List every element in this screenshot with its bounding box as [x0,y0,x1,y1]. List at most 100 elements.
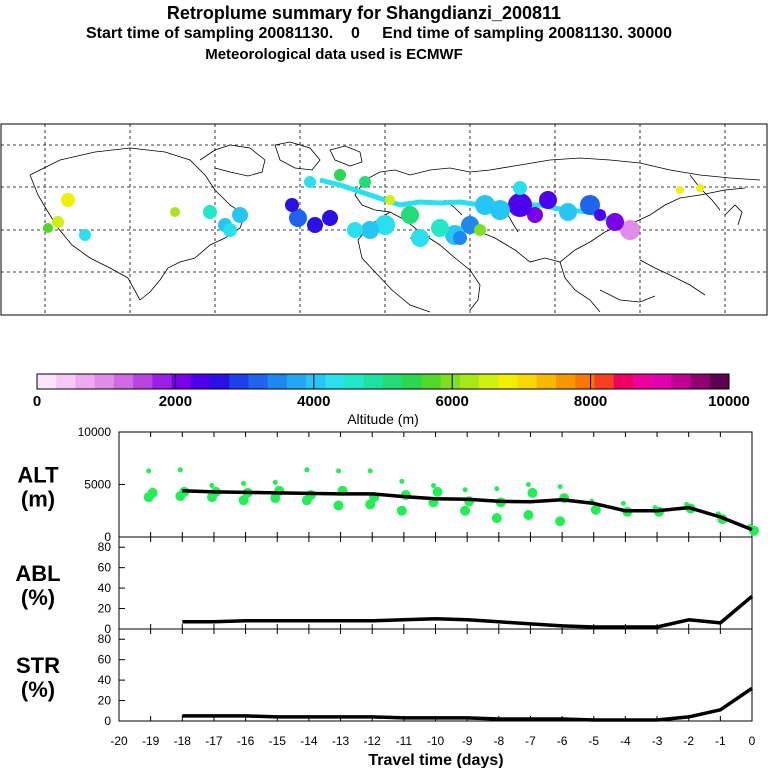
x-tick-label: -14 [300,734,318,748]
x-tick-label: -7 [525,734,536,748]
alt-scatter-point [206,492,217,503]
alt-scatter-point [590,504,601,515]
colorbar-swatch [402,374,422,389]
x-tick-label: -2 [683,734,694,748]
alt-scatter-point [494,486,500,492]
y-tick-label: 20 [98,602,112,616]
colorbar-swatch [536,374,557,389]
colorbar-tick-label: 6000 [436,393,469,410]
plume-marker [334,169,346,181]
panel-frame [118,628,753,722]
x-tick-label: -17 [205,734,223,748]
colorbar-tick-label: 2000 [159,393,192,410]
x-tick-label: -13 [332,734,350,748]
str_panel: 80 60 40 20 0 STR(%) [16,628,753,728]
plume-marker [676,186,684,194]
x-tick-label: -19 [142,734,160,748]
x-tick-label: -3 [652,734,663,748]
colorbar-swatch [286,374,307,389]
colorbar-swatch [56,374,76,389]
colorbar-swatch [37,374,57,389]
plume-marker [61,193,75,207]
plume-marker [322,210,338,226]
alt-scatter-point [336,468,342,474]
alt-scatter-point [399,478,405,484]
map-coastline [199,144,266,177]
plume-marker [539,191,557,209]
x-tick-label: -5 [588,734,599,748]
plume-marker [232,207,248,223]
x-tick-label: -8 [493,734,504,748]
map-coastline [354,157,761,196]
plume-marker [474,224,486,236]
colorbar-swatch [229,374,249,389]
colorbar-swatch [613,374,634,389]
plume-marker [401,206,419,224]
plume-marker [359,176,371,188]
plume-marker [304,176,316,188]
alt-scatter-point [272,479,278,485]
colorbar-swatch [421,374,441,389]
y-tick-label: 40 [98,581,112,595]
colorbar-label: Altitude (m) [347,411,419,427]
colorbar-swatch [652,374,672,389]
alt-scatter-point [241,480,247,486]
plume-marker [513,181,527,195]
colorbar-swatch [517,374,538,389]
colorbar-swatch [383,374,403,389]
plume-marker [347,222,363,238]
colorbar-swatch [671,374,691,389]
alt-scatter-point [396,505,407,516]
colorbar-swatch [152,374,172,389]
x-tick-label: -10 [427,734,445,748]
colorbar-swatch [363,374,384,389]
colorbar-swatch [75,374,95,389]
colorbar-tick-label: 8000 [574,393,607,410]
plume-marker [475,195,495,215]
y-tick-label: 10000 [78,425,112,439]
colorbar-swatch [709,374,730,389]
panel-label-top: ABL [15,561,60,586]
plume-marker [696,184,704,192]
colorbar-swatch [556,374,576,389]
y-tick-label: 60 [98,653,112,667]
alt-scatter-point [432,486,443,497]
x-tick-label: -6 [557,734,568,748]
y-tick-label: 60 [98,561,112,575]
map-coastline [639,259,706,296]
map-coastline [689,174,721,211]
plume-marker [79,229,91,241]
series-line [182,489,753,532]
y-tick-label: 80 [98,540,112,554]
panel-label-top: STR [16,653,60,678]
x-tick-label: -1 [715,734,726,748]
alt-scatter-point [333,500,344,511]
panel-label-bottom: (m) [21,487,55,512]
alt-scatter-point [460,505,471,516]
map-coastline [274,141,321,171]
map-grid [1,124,767,315]
colorbar-tick-label: 0 [33,393,41,410]
abl_panel: 80 60 40 20 0 ABL(%) [15,536,754,636]
plume-marker [375,215,395,235]
y-tick-label: 40 [98,673,112,687]
colorbar-swatch [248,374,268,389]
panel-label-bottom: (%) [21,677,55,702]
panel-label-bottom: (%) [21,585,55,610]
alt-scatter-point [367,468,373,474]
map-plume [43,169,704,247]
alt-scatter-point [525,482,531,487]
colorbar-swatch [267,374,288,389]
plume-marker [361,221,379,239]
x-tick-label: -9 [462,734,473,748]
plume-marker [411,229,429,247]
plume-marker [223,223,237,237]
colorbar-swatch [498,374,518,389]
x-tick-label: -12 [364,734,382,748]
alt-scatter-point [527,487,538,498]
colorbar-swatch [94,374,115,389]
colorbar-swatch [133,374,153,389]
alt-scatter-point [301,495,312,506]
series-line [182,686,753,722]
